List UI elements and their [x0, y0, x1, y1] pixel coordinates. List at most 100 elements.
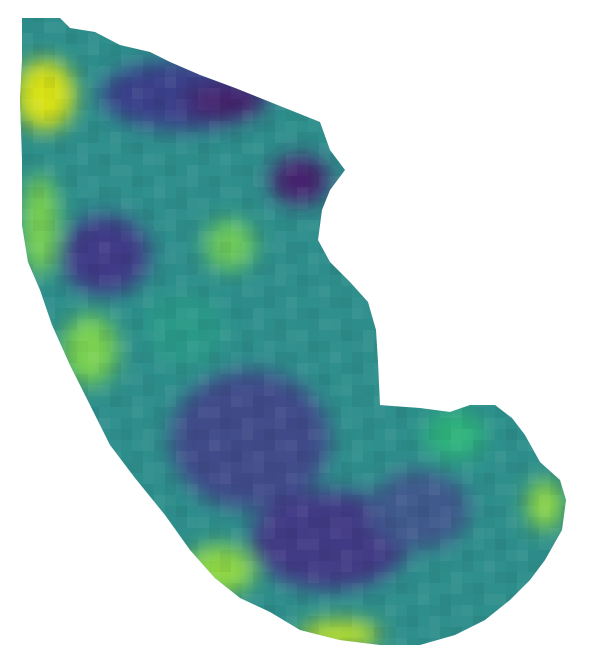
raster-cell [539, 506, 550, 517]
raster-cell [154, 473, 165, 484]
raster-cell [209, 22, 220, 33]
raster-cell [506, 484, 517, 495]
raster-cell [55, 385, 66, 396]
raster-cell [209, 11, 220, 22]
raster-cell [319, 308, 330, 319]
raster-cell [484, 275, 495, 286]
raster-cell [517, 33, 528, 44]
raster-cell [297, 286, 308, 297]
raster-cell [341, 55, 352, 66]
raster-cell [440, 242, 451, 253]
raster-cell [583, 330, 594, 341]
raster-cell [231, 627, 242, 638]
raster-cell [121, 319, 132, 330]
raster-cell [286, 528, 297, 539]
raster-cell [110, 88, 121, 99]
raster-cell [132, 154, 143, 165]
raster-cell [0, 66, 11, 77]
raster-cell [385, 363, 396, 374]
raster-cell [352, 374, 363, 385]
raster-cell [11, 198, 22, 209]
raster-cell [330, 198, 341, 209]
raster-cell [286, 374, 297, 385]
raster-cell [286, 187, 297, 198]
raster-cell [253, 627, 264, 638]
raster-cell [99, 187, 110, 198]
raster-cell [484, 528, 495, 539]
raster-cell [451, 110, 462, 121]
raster-cell [22, 572, 33, 583]
raster-cell [165, 418, 176, 429]
raster-cell [99, 385, 110, 396]
raster-cell [33, 418, 44, 429]
raster-cell [143, 286, 154, 297]
raster-cell [55, 11, 66, 22]
raster-cell [198, 275, 209, 286]
raster-cell [132, 539, 143, 550]
raster-cell [451, 374, 462, 385]
raster-cell [308, 462, 319, 473]
raster-cell [176, 363, 187, 374]
raster-cell [11, 539, 22, 550]
raster-cell [0, 165, 11, 176]
raster-cell [462, 99, 473, 110]
raster-cell [473, 341, 484, 352]
raster-cell [209, 77, 220, 88]
raster-cell [396, 187, 407, 198]
raster-cell [517, 407, 528, 418]
raster-cell [528, 187, 539, 198]
raster-cell [418, 451, 429, 462]
raster-cell [121, 66, 132, 77]
raster-cell [22, 352, 33, 363]
raster-cell [451, 627, 462, 638]
raster-cell [550, 242, 561, 253]
raster-cell [341, 18, 352, 22]
raster-cell [506, 374, 517, 385]
raster-cell [539, 418, 550, 429]
raster-cell [286, 627, 297, 638]
raster-cell [297, 55, 308, 66]
raster-cell [275, 462, 286, 473]
raster-cell [352, 231, 363, 242]
raster-cell [165, 341, 176, 352]
raster-cell [110, 264, 121, 275]
raster-cell [418, 253, 429, 264]
raster-cell [484, 319, 495, 330]
raster-cell [66, 583, 77, 594]
raster-cell [462, 407, 473, 418]
raster-cell [253, 88, 264, 99]
raster-cell [407, 209, 418, 220]
raster-cell [198, 176, 209, 187]
raster-cell [396, 198, 407, 209]
raster-cell [99, 616, 110, 627]
raster-cell [605, 616, 614, 627]
raster-cell [363, 451, 374, 462]
raster-cell [11, 286, 22, 297]
raster-cell [198, 308, 209, 319]
raster-cell [407, 11, 418, 22]
raster-cell [231, 451, 242, 462]
raster-cell [77, 88, 88, 99]
raster-cell [220, 187, 231, 198]
raster-cell [110, 495, 121, 506]
raster-cell [385, 429, 396, 440]
raster-cell [121, 484, 132, 495]
raster-cell [275, 561, 286, 572]
raster-cell [517, 484, 528, 495]
raster-cell [352, 198, 363, 209]
raster-cell [275, 242, 286, 253]
raster-cell [583, 528, 594, 539]
raster-cell [473, 440, 484, 451]
raster-cell [429, 550, 440, 561]
raster-cell [165, 77, 176, 88]
raster-cell [209, 407, 220, 418]
raster-cell [429, 22, 440, 33]
raster-cell [165, 363, 176, 374]
raster-cell [550, 385, 561, 396]
raster-cell [605, 110, 614, 121]
raster-cell [374, 594, 385, 605]
raster-cell [121, 451, 132, 462]
raster-cell [495, 352, 506, 363]
raster-cell [429, 0, 440, 11]
raster-cell [22, 264, 33, 275]
